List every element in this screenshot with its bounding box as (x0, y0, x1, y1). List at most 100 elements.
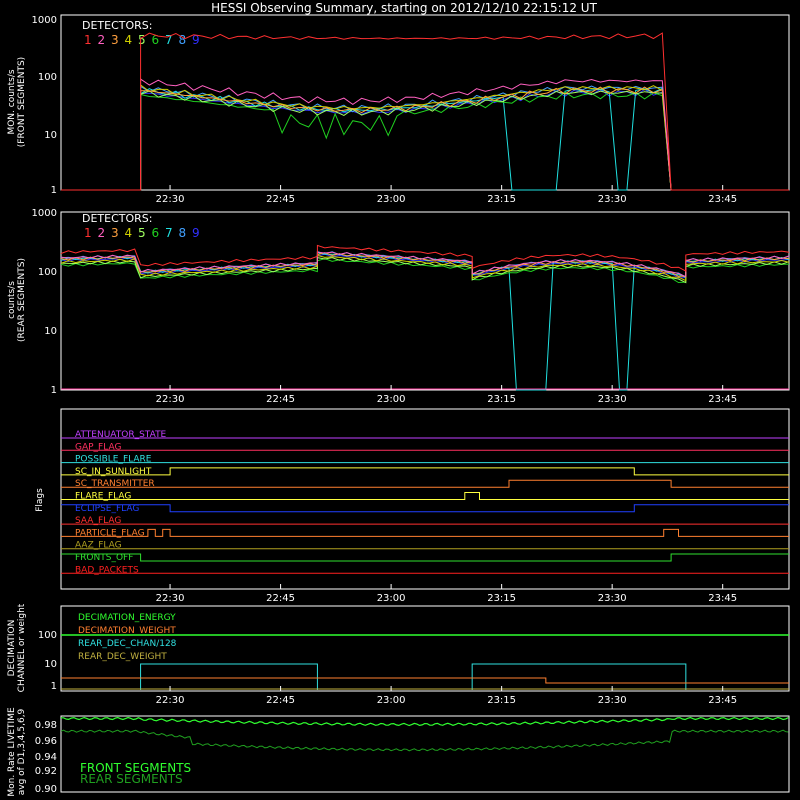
flags-ylabel: Flags (35, 488, 45, 512)
flag-label: PARTICLE_FLAG (75, 528, 145, 538)
flag-rows: ATTENUATOR_STATE GAP_FLAG POSSIBLE_FLARE SC… (61, 430, 789, 575)
flag-label: GAP_FLAG (75, 442, 121, 452)
x-tick-label: 23:30 (598, 695, 627, 706)
decimation-ytick: 10 (44, 659, 57, 670)
x-tick-label: 23:00 (377, 194, 406, 205)
front-ytick: 100 (38, 72, 57, 83)
detector-number: 6 (152, 33, 160, 47)
x-tick-label: 22:30 (156, 394, 185, 405)
decimation-legend-item: REAR_DEC_CHAN/128 (78, 639, 177, 649)
rear-panel: counts/s (REAR SEGMENTS) 1 10 100 1000 D… (7, 208, 790, 405)
x-tick-label: 23:30 (598, 394, 627, 405)
detector-number: 1 (84, 226, 92, 240)
livetime-ytick: 0.92 (35, 766, 57, 777)
detector-number: 7 (165, 33, 173, 47)
rear-ytick: 1000 (32, 208, 57, 219)
x-tick-label: 22:45 (266, 394, 295, 405)
figure-title: HESSI Observing Summary, starting on 201… (211, 1, 597, 15)
x-tick-label: 23:30 (598, 593, 627, 604)
front-ylabel-2: (FRONT SEGMENTS) (17, 57, 27, 147)
front-series-8 (61, 85, 789, 191)
livetime-ylabel-1: Mon. Rate LIVETIME (7, 707, 17, 797)
livetime-ylabel-2: avg of D1,3,4,5,6,9 (17, 708, 27, 795)
flag-trace (61, 479, 789, 488)
detector-number: 5 (138, 33, 146, 47)
rear-ylabel-2: (REAR SEGMENTS) (17, 258, 27, 342)
rear-series-1 (60, 244, 790, 272)
decimation-legend: DECIMATION_ENERGY DECIMATION_WEIGHT REAR_D… (78, 613, 177, 662)
flag-label: ATTENUATOR_STATE (75, 430, 167, 440)
front-detectors-label: DETECTORS: (82, 19, 152, 32)
x-tick-label: 23:45 (708, 194, 737, 205)
decimation-curves (61, 634, 789, 690)
flag-label: SC_TRANSMITTER (75, 479, 155, 489)
front-series-2 (61, 78, 789, 191)
detector-number: 9 (192, 226, 200, 240)
decimation-ytick: 1 (51, 681, 57, 692)
livetime-front-trace (61, 716, 789, 727)
x-tick-label: 23:30 (598, 194, 627, 205)
flag-trace (61, 553, 789, 562)
rear-ytick: 100 (38, 267, 57, 278)
detector-number: 8 (179, 226, 187, 240)
front-series-1 (61, 32, 789, 191)
front-series-7 (61, 87, 789, 191)
flags-x-axis: 22:30 22:45 23:00 23:15 23:30 23:45 (156, 584, 737, 604)
rear-ylabel-1: counts/s (7, 281, 17, 319)
detector-number: 2 (98, 33, 106, 47)
x-tick-label: 22:45 (266, 194, 295, 205)
livetime-curves (60, 716, 789, 752)
rear-detectors-label: DETECTORS: (82, 212, 152, 225)
flag-label: POSSIBLE_FLARE (75, 455, 152, 465)
livetime-ytick: 0.90 (35, 784, 57, 795)
x-tick-label: 22:45 (266, 593, 295, 604)
detector-number: 1 (84, 33, 92, 47)
flag-trace (61, 492, 789, 500)
rear-series-2 (60, 251, 790, 278)
flag-label: ECLIPSE_FLAG (75, 504, 139, 514)
decimation-legend-item: DECIMATION_WEIGHT (78, 626, 176, 636)
front-ytick: 10 (44, 130, 57, 141)
flag-label: SC_IN_SUNLIGHT (75, 467, 152, 477)
rear-series-4 (60, 254, 790, 282)
x-tick-label: 23:15 (487, 194, 516, 205)
livetime-legend-rear: REAR SEGMENTS (80, 772, 183, 786)
detector-number: 2 (98, 226, 106, 240)
decimation-ytick: 100 (38, 630, 57, 641)
flag-label: BAD_PACKETS (75, 565, 139, 575)
x-tick-label: 23:15 (487, 394, 516, 405)
front-series-5 (61, 90, 789, 191)
livetime-panel: Mon. Rate LIVETIME avg of D1,3,4,5,6,9 0… (7, 707, 790, 797)
x-tick-label: 22:30 (156, 593, 185, 604)
decimation-weight-trace (61, 677, 789, 684)
rear-dec-chan-trace (140, 663, 687, 690)
flag-label: FLARE_FLAG (75, 492, 131, 502)
decimation-legend-item: REAR_DEC_WEIGHT (78, 652, 167, 662)
flag-label: FRONTS_OFF (75, 553, 133, 563)
detector-number: 7 (165, 226, 173, 240)
front-ylabel-1: MON. counts/s (7, 69, 17, 134)
front-series-3 (61, 86, 789, 191)
front-ytick: 1000 (32, 15, 57, 26)
detector-number: 4 (125, 226, 133, 240)
x-tick-label: 22:30 (156, 695, 185, 706)
detector-number: 6 (152, 226, 160, 240)
x-tick-label: 23:45 (708, 695, 737, 706)
rear-ytick: 10 (44, 326, 57, 337)
detector-number: 4 (125, 33, 133, 47)
decimation-x-axis: 22:30 22:45 23:00 23:15 23:30 23:45 (156, 686, 737, 706)
livetime-ytick: 0.98 (35, 720, 57, 731)
decimation-ylabel-2: CHANNEL or weight (17, 603, 27, 692)
flag-label: AAZ_FLAG (75, 541, 122, 551)
front-x-axis: 22:30 22:45 23:00 23:15 23:30 23:45 (156, 185, 737, 205)
x-tick-label: 23:00 (377, 394, 406, 405)
detector-number: 9 (192, 33, 200, 47)
rear-ytick: 1 (51, 385, 57, 396)
detector-number: 3 (111, 33, 119, 47)
front-ytick: 1 (51, 185, 57, 196)
detector-number: 8 (179, 33, 187, 47)
rear-series-7 (60, 252, 790, 391)
